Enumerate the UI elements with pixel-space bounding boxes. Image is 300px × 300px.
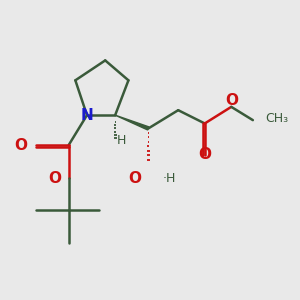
Text: H: H — [116, 134, 126, 146]
Text: N: N — [81, 108, 93, 123]
Text: ·H: ·H — [162, 172, 176, 185]
Text: O: O — [14, 137, 27, 152]
Polygon shape — [115, 115, 149, 130]
Text: O: O — [129, 171, 142, 186]
Text: O: O — [225, 93, 238, 108]
Text: O: O — [198, 148, 211, 163]
Text: O: O — [48, 171, 62, 186]
Text: CH₃: CH₃ — [266, 112, 289, 125]
